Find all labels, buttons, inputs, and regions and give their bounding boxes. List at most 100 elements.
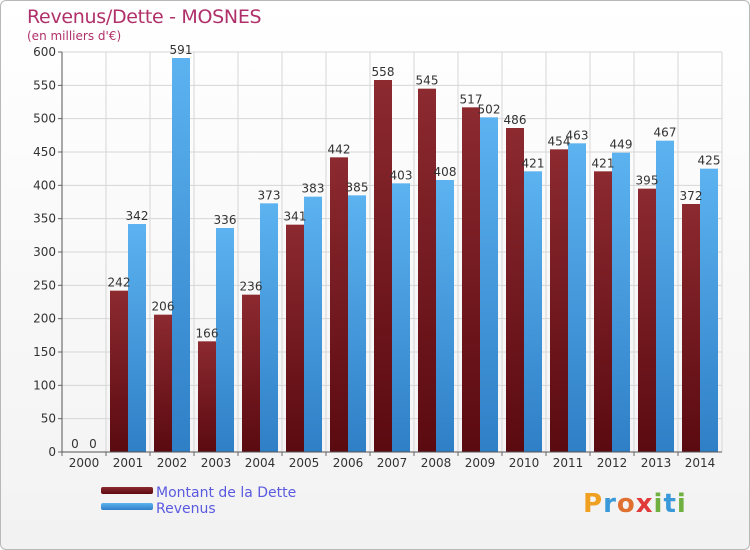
- data-label-revenus: 383: [302, 182, 325, 196]
- bar-debt: [594, 171, 612, 453]
- x-tick-label: 2006: [333, 456, 364, 470]
- bar-revenus: [436, 180, 454, 452]
- bar-revenus: [304, 196, 322, 452]
- data-label-revenus: 502: [478, 102, 501, 116]
- proxiti-logo: Proxiti: [583, 489, 687, 519]
- legend-swatch-debt: [101, 487, 153, 494]
- logo-letter: i: [653, 489, 664, 519]
- x-tick-label: 2013: [641, 456, 672, 470]
- data-label-revenus: 336: [214, 213, 237, 227]
- data-label-debt: 486: [504, 113, 527, 127]
- data-label-revenus: 421: [522, 156, 545, 170]
- chart-subtitle: (en milliers d'€): [27, 29, 122, 43]
- data-label-debt: 517: [460, 92, 483, 106]
- x-tick-label: 2004: [245, 456, 276, 470]
- legend-label-revenus: Revenus: [156, 501, 216, 517]
- bar-debt: [286, 224, 304, 452]
- data-label-debt: 395: [636, 174, 659, 188]
- bar-revenus: [172, 58, 190, 452]
- legend-label-debt: Montant de la Dette: [156, 485, 297, 501]
- bars: [110, 58, 718, 453]
- bar-debt: [374, 80, 392, 452]
- y-tick-label: 600: [33, 45, 56, 59]
- data-label-revenus: 373: [258, 188, 281, 202]
- data-label-debt: 242: [108, 276, 131, 290]
- bar-debt: [506, 128, 524, 452]
- bar-revenus: [524, 171, 542, 453]
- data-label-revenus: 467: [654, 126, 677, 140]
- logo-letter: i: [676, 489, 687, 519]
- x-tick-label: 2007: [377, 456, 408, 470]
- bar-debt: [154, 314, 172, 452]
- x-tick-label: 2001: [113, 456, 144, 470]
- data-label-debt: 236: [240, 280, 263, 294]
- logo-letter: r: [603, 489, 617, 519]
- data-label-debt: 454: [548, 134, 571, 148]
- logo-letter: t: [663, 489, 677, 519]
- x-tick-label: 2003: [201, 456, 232, 470]
- axes: 0 50 100 150 200 250 300 350 400 450 500 550 600 2000…: [33, 45, 722, 470]
- bar-debt: [330, 157, 348, 453]
- y-tick-label: 150: [33, 345, 56, 359]
- logo-letter: x: [635, 489, 654, 519]
- bar-revenus: [480, 117, 498, 452]
- bar-revenus: [216, 228, 234, 452]
- bar-revenus: [612, 152, 630, 452]
- bar-debt: [198, 341, 216, 452]
- data-label-debt: 421: [592, 156, 615, 170]
- legend-swatch-revenus: [101, 503, 153, 510]
- logo-letter: o: [616, 489, 636, 519]
- y-tick-label: 450: [33, 145, 56, 159]
- data-label-debt: 442: [328, 142, 351, 156]
- y-tick-label: 250: [33, 278, 56, 292]
- data-label-debt: 341: [284, 210, 307, 224]
- data-label-debt: 166: [196, 326, 219, 340]
- x-tick-label: 2012: [597, 456, 628, 470]
- y-tick-label: 0: [48, 445, 56, 459]
- x-tick-label: 2011: [553, 456, 584, 470]
- data-label-debt: 372: [680, 189, 703, 203]
- data-label-revenus: 425: [698, 154, 721, 168]
- data-label-revenus: 408: [434, 165, 457, 179]
- bar-debt: [110, 290, 128, 452]
- y-tick-label: 400: [33, 178, 56, 192]
- y-tick-label: 300: [33, 245, 56, 259]
- data-label-revenus: 591: [170, 43, 193, 57]
- chart-title: Revenus/Dette - MOSNES: [27, 6, 262, 28]
- x-tick-label: 2005: [289, 456, 320, 470]
- bar-debt: [462, 107, 480, 452]
- data-label-revenus: 403: [390, 168, 413, 182]
- y-tick-label: 200: [33, 312, 56, 326]
- y-tick-label: 50: [41, 412, 56, 426]
- bar-revenus: [568, 143, 586, 453]
- bar-debt: [550, 149, 568, 453]
- y-tick-label: 100: [33, 378, 56, 392]
- x-tick-label: 2010: [509, 456, 540, 470]
- logo-letter: P: [583, 489, 604, 519]
- bar-revenus: [348, 195, 366, 453]
- data-label-debt: 0: [71, 437, 79, 451]
- bar-debt: [242, 294, 260, 452]
- x-tick-label: 2008: [421, 456, 452, 470]
- data-label-debt: 558: [372, 65, 395, 79]
- bar-debt: [638, 188, 656, 452]
- data-label-revenus: 385: [346, 180, 369, 194]
- bar-debt: [682, 204, 700, 452]
- data-label-revenus: 0: [89, 437, 97, 451]
- data-label-revenus: 463: [566, 128, 589, 142]
- x-tick-label: 2000: [69, 456, 100, 470]
- bar-debt: [418, 88, 436, 453]
- data-label-debt: 206: [152, 300, 175, 314]
- bar-revenus: [700, 168, 718, 452]
- bar-revenus: [656, 140, 674, 452]
- x-tick-label: 2014: [685, 456, 716, 470]
- y-tick-label: 550: [33, 78, 56, 92]
- bar-revenus: [392, 183, 410, 453]
- data-label-debt: 545: [416, 74, 439, 88]
- y-tick-label: 350: [33, 212, 56, 226]
- bar-revenus: [128, 224, 146, 452]
- x-tick-label: 2002: [157, 456, 188, 470]
- data-label-revenus: 449: [610, 138, 633, 152]
